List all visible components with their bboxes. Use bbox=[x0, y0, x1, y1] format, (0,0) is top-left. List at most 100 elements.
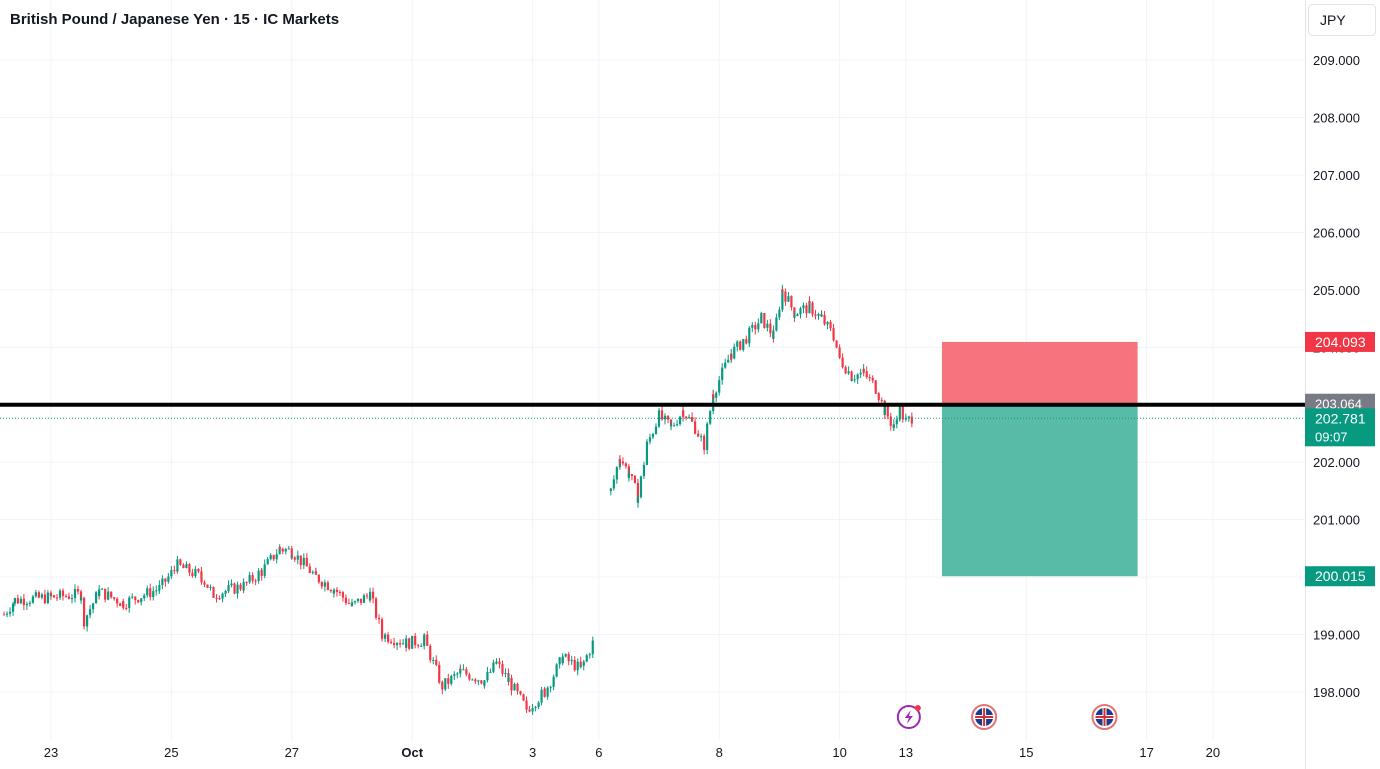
candle bbox=[447, 678, 450, 684]
candle bbox=[633, 475, 637, 483]
candle bbox=[540, 689, 543, 703]
candle bbox=[64, 596, 68, 598]
candle bbox=[143, 595, 146, 599]
candle bbox=[826, 321, 829, 325]
candle bbox=[757, 323, 760, 330]
candle bbox=[781, 289, 784, 292]
candle bbox=[281, 548, 284, 552]
candle bbox=[435, 659, 438, 665]
candle bbox=[516, 683, 519, 692]
candle bbox=[579, 661, 582, 667]
candle bbox=[486, 671, 489, 681]
candle bbox=[847, 371, 850, 374]
candle bbox=[754, 324, 757, 330]
candle bbox=[567, 654, 570, 662]
candle bbox=[742, 339, 745, 342]
candle bbox=[37, 592, 40, 598]
candle bbox=[838, 347, 841, 355]
candle bbox=[645, 441, 649, 446]
candle bbox=[399, 643, 402, 645]
candle bbox=[423, 634, 426, 640]
horizontal-line-price-text: 203.064 bbox=[1315, 397, 1362, 412]
candle bbox=[582, 661, 585, 666]
candle bbox=[835, 340, 838, 348]
candle bbox=[639, 476, 643, 498]
candle bbox=[76, 588, 80, 592]
candle bbox=[630, 474, 634, 476]
candle bbox=[203, 582, 206, 585]
candle bbox=[411, 635, 414, 649]
candle bbox=[55, 597, 59, 599]
candle bbox=[128, 597, 131, 608]
stop-loss-zone[interactable] bbox=[941, 341, 1138, 405]
candle bbox=[657, 422, 661, 427]
candle bbox=[841, 357, 844, 368]
candle bbox=[624, 463, 627, 467]
candle bbox=[420, 645, 423, 647]
exchange-label: IC Markets bbox=[263, 11, 340, 28]
candle bbox=[474, 679, 477, 682]
candle bbox=[694, 426, 697, 434]
y-tick-label: 207.000 bbox=[1313, 168, 1360, 183]
candle bbox=[137, 599, 140, 603]
y-tick-label: 199.000 bbox=[1313, 628, 1360, 643]
candle bbox=[669, 425, 673, 427]
candle bbox=[733, 346, 736, 359]
candle bbox=[904, 418, 907, 420]
last-price-text: 202.781 bbox=[1315, 410, 1366, 426]
candle bbox=[272, 554, 275, 560]
candle bbox=[212, 589, 215, 598]
candle bbox=[703, 440, 706, 450]
candle bbox=[263, 564, 266, 576]
candle bbox=[706, 423, 709, 450]
x-tick-label: 25 bbox=[164, 745, 178, 760]
candle bbox=[254, 580, 257, 582]
candle bbox=[393, 642, 396, 646]
candle bbox=[844, 367, 847, 374]
candle bbox=[206, 584, 209, 588]
candle bbox=[507, 677, 510, 682]
candle bbox=[531, 708, 534, 712]
candle bbox=[8, 611, 12, 614]
candle bbox=[161, 578, 164, 585]
candle bbox=[462, 669, 465, 671]
candle bbox=[691, 417, 694, 422]
x-tick-label: 3 bbox=[529, 745, 536, 760]
candle bbox=[164, 578, 167, 582]
currency-button[interactable]: JPY bbox=[1308, 4, 1376, 36]
candle bbox=[116, 598, 119, 604]
candle bbox=[886, 405, 889, 417]
candle bbox=[22, 598, 25, 606]
candle bbox=[140, 598, 143, 603]
title-separator: · bbox=[254, 11, 259, 28]
symbol-title[interactable]: British Pound / Japanese Yen · 15 · IC M… bbox=[10, 11, 339, 28]
candle bbox=[341, 592, 345, 598]
candle bbox=[308, 566, 311, 573]
candle bbox=[25, 603, 28, 606]
candle bbox=[808, 300, 811, 303]
candle bbox=[730, 353, 733, 359]
candle bbox=[654, 426, 658, 434]
y-tick-label: 206.000 bbox=[1313, 225, 1360, 240]
candle bbox=[736, 341, 739, 347]
candle bbox=[125, 607, 128, 609]
candle bbox=[814, 314, 817, 316]
candle bbox=[371, 591, 375, 599]
candle bbox=[585, 655, 588, 662]
candle bbox=[889, 416, 892, 426]
candle bbox=[293, 557, 296, 560]
take-profit-zone[interactable] bbox=[941, 404, 1138, 577]
candle bbox=[450, 675, 453, 684]
candle bbox=[368, 591, 372, 601]
candle bbox=[396, 643, 399, 646]
candle bbox=[414, 635, 417, 646]
candle bbox=[453, 674, 456, 676]
candle bbox=[552, 676, 555, 687]
candle bbox=[910, 416, 913, 424]
candle bbox=[685, 416, 688, 418]
candle bbox=[31, 596, 34, 603]
candle bbox=[101, 588, 104, 590]
candle bbox=[49, 595, 53, 597]
candle bbox=[107, 591, 110, 600]
